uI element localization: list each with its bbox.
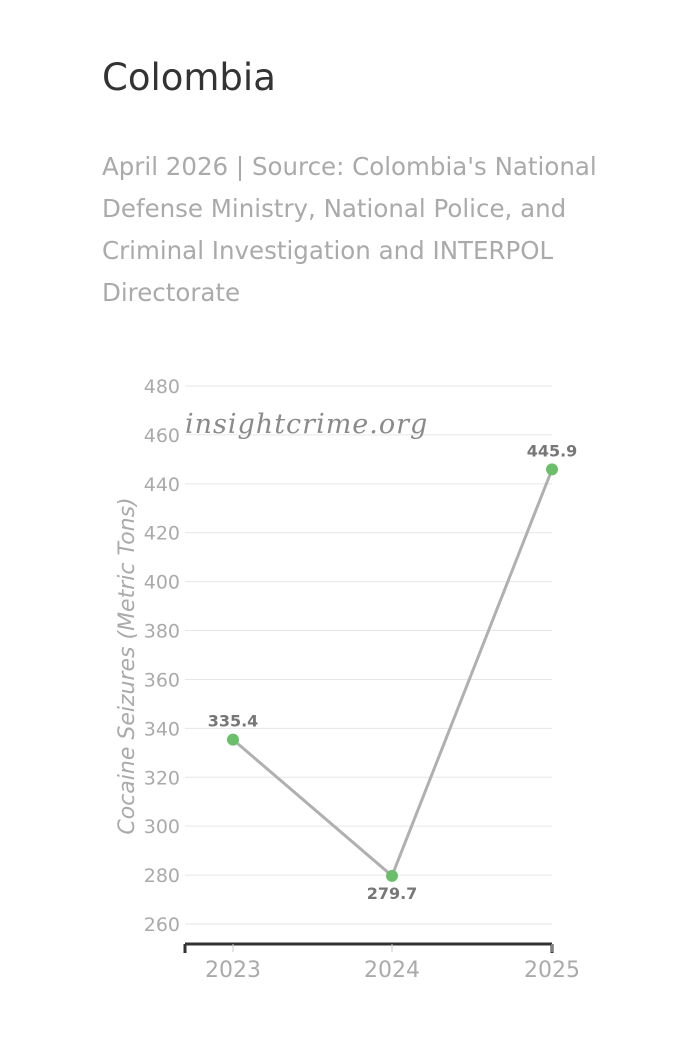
x-tick-label: 2025 xyxy=(524,958,580,983)
y-tick-label: 260 xyxy=(144,914,180,936)
data-points xyxy=(227,463,558,882)
y-tick-label: 300 xyxy=(144,816,180,838)
y-axis-label: Cocaine Seizures (Metric Tons) xyxy=(115,497,140,834)
y-tick-label: 440 xyxy=(144,474,180,496)
y-tick-label: 280 xyxy=(144,865,180,887)
data-label: 279.7 xyxy=(367,884,418,903)
y-axis-ticks: 260 280 300 320 340 360 380 400 420 440 460 480 xyxy=(144,376,180,936)
data-labels: 335.4 279.7 445.9 xyxy=(208,441,578,902)
y-tick-label: 480 xyxy=(144,376,180,398)
chart-subtitle: April 2026 | Source: Colombia's National… xyxy=(102,152,597,307)
data-label: 335.4 xyxy=(208,712,259,731)
y-tick-label: 400 xyxy=(144,572,180,594)
series-line xyxy=(232,468,554,878)
x-tick-label: 2024 xyxy=(364,958,420,983)
data-point xyxy=(227,733,239,746)
x-tick-label: 2023 xyxy=(205,958,261,983)
y-tick-label: 460 xyxy=(144,425,180,447)
data-point xyxy=(546,463,558,476)
data-point xyxy=(386,869,398,882)
series-line-path xyxy=(232,468,554,878)
data-label: 445.9 xyxy=(527,441,578,460)
grid-lines xyxy=(185,385,552,925)
y-tick-label: 380 xyxy=(144,621,180,643)
y-tick-label: 360 xyxy=(144,669,180,691)
y-tick-label: 420 xyxy=(144,523,180,545)
watermark: insightcrime.org xyxy=(185,409,428,440)
y-tick-label: 340 xyxy=(144,718,180,740)
chart-title: Colombia xyxy=(102,56,276,99)
y-tick-label: 320 xyxy=(144,767,180,789)
x-axis: 2023 2024 2025 xyxy=(183,942,580,983)
